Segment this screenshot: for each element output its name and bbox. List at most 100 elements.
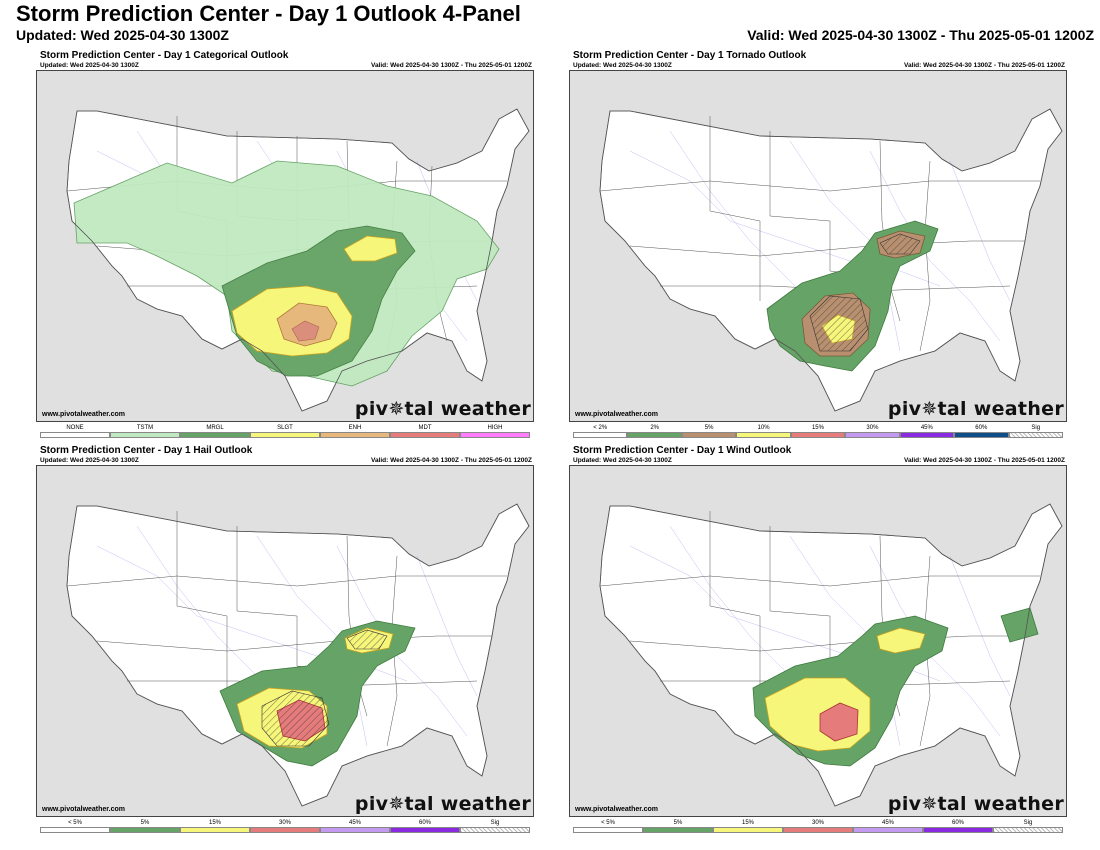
legend-swatch [681,432,737,438]
tornado-sig [809,233,921,352]
legend-item: 5% [643,820,713,833]
pivotal-weather-logo: piv✵tal weather [887,398,1064,420]
tornado-panel: Storm Prediction Center - Day 1 Tornado … [569,50,1067,440]
legend-item: TSTM [110,425,180,438]
legend-item: MDT [390,425,460,438]
legend-item: Sig [993,820,1063,833]
legend-label: 45% [348,820,361,826]
legend-item: 60% [390,820,460,833]
legend-swatch [250,827,320,833]
legend-item: 30% [250,820,320,833]
legend-item: < 5% [40,820,110,833]
hail-panel: Storm Prediction Center - Day 1 Hail Out… [36,445,534,835]
legend-swatch [320,827,390,833]
legend-label: HIGH [487,425,503,431]
legend-swatch [460,827,530,833]
legend-label: MDT [418,425,432,431]
panel-updated: Updated: Wed 2025-04-30 1300Z [40,62,139,69]
legend-label: NONE [66,425,84,431]
legend-item: 45% [320,820,390,833]
legend-item: 15% [180,820,250,833]
pivotal-weather-logo: piv✵tal weather [887,793,1064,815]
hail-sig [261,629,388,747]
legend: < 5% 5% 15% 30% 45% 60% Sig [40,820,530,833]
panel-title: Storm Prediction Center - Day 1 Tornado … [573,50,807,61]
legend-swatch [783,827,853,833]
legend-swatch [460,432,530,438]
legend: < 2% 2% 5% 10% 15% 30% 45% 60% Sig [573,425,1063,438]
legend-item: 60% [954,425,1009,438]
categorical-panel: Storm Prediction Center - Day 1 Categori… [36,50,534,440]
legend-swatch [954,432,1009,438]
legend-item: 15% [713,820,783,833]
legend-swatch [713,827,783,833]
valid-time: Valid: Wed 2025-04-30 1300Z - Thu 2025-0… [747,27,1094,43]
panel-valid: Valid: Wed 2025-04-30 1300Z - Thu 2025-0… [903,457,1065,464]
legend-swatch [573,432,628,438]
legend-label: 15% [741,820,754,826]
legend-item: < 5% [573,820,643,833]
legend-item: 60% [923,820,993,833]
site-credit[interactable]: www.pivotalweather.com [42,806,125,813]
site-credit[interactable]: www.pivotalweather.com [42,411,125,418]
panel-title: Storm Prediction Center - Day 1 Hail Out… [40,445,253,456]
legend-item: SLGT [250,425,320,438]
legend-label: 60% [418,820,431,826]
legend-swatch [627,432,682,438]
legend-item: < 2% [573,425,628,438]
legend-swatch [390,432,460,438]
tornado-map: www.pivotalweather.com piv✵tal weather [569,70,1067,422]
panel-valid: Valid: Wed 2025-04-30 1300Z - Thu 2025-0… [370,457,532,464]
legend-label: < 5% [601,820,615,826]
legend-swatch [845,432,900,438]
legend-item: 5% [110,820,180,833]
hail-map: www.pivotalweather.com piv✵tal weather [36,465,534,817]
legend-label: ENH [348,425,362,431]
legend-label: SLGT [277,425,293,431]
legend: NONE TSTM MRGL SLGT ENH MDT HIGH [40,425,530,438]
legend-swatch [40,432,110,438]
legend-item: 45% [853,820,923,833]
panel-title: Storm Prediction Center - Day 1 Categori… [40,50,289,61]
legend-label: 30% [278,820,291,826]
wind-15pct [764,627,926,752]
legend-label: 30% [811,820,824,826]
legend-label: 60% [951,820,964,826]
legend-swatch [573,827,643,833]
legend-label: TSTM [136,425,154,431]
legend-item: HIGH [460,425,530,438]
legend-swatch [899,432,955,438]
legend-item: NONE [40,425,110,438]
panel-valid: Valid: Wed 2025-04-30 1300Z - Thu 2025-0… [903,62,1065,69]
legend-label: Sig [490,820,500,826]
legend-label: 5% [140,820,150,826]
wind-panel: Storm Prediction Center - Day 1 Wind Out… [569,445,1067,835]
legend-item: ENH [320,425,390,438]
panel-title: Storm Prediction Center - Day 1 Wind Out… [573,445,792,456]
legend-label: < 5% [68,820,82,826]
panel-updated: Updated: Wed 2025-04-30 1300Z [573,457,672,464]
site-credit[interactable]: www.pivotalweather.com [575,411,658,418]
legend-swatch [110,432,180,438]
legend-label: MRGL [206,425,224,431]
legend-label: 10% [757,425,770,431]
legend-label: 15% [811,425,824,431]
page-title: Storm Prediction Center - Day 1 Outlook … [16,1,521,26]
legend-label: Sig [1031,425,1041,431]
legend-swatch [40,827,110,833]
legend-swatch [790,432,846,438]
legend-label: 45% [881,820,894,826]
legend-swatch [390,827,460,833]
legend-label: 5% [704,425,714,431]
legend-item: 30% [783,820,853,833]
legend-label: < 2% [593,425,608,431]
legend-label: 15% [208,820,221,826]
legend-item: 15% [790,425,846,438]
legend-item: 30% [845,425,900,438]
legend-swatch [736,432,791,438]
wind-30pct [819,702,859,742]
legend-swatch [110,827,180,833]
site-credit[interactable]: www.pivotalweather.com [575,806,658,813]
legend-label: Sig [1023,820,1033,826]
legend-swatch [1008,432,1063,438]
